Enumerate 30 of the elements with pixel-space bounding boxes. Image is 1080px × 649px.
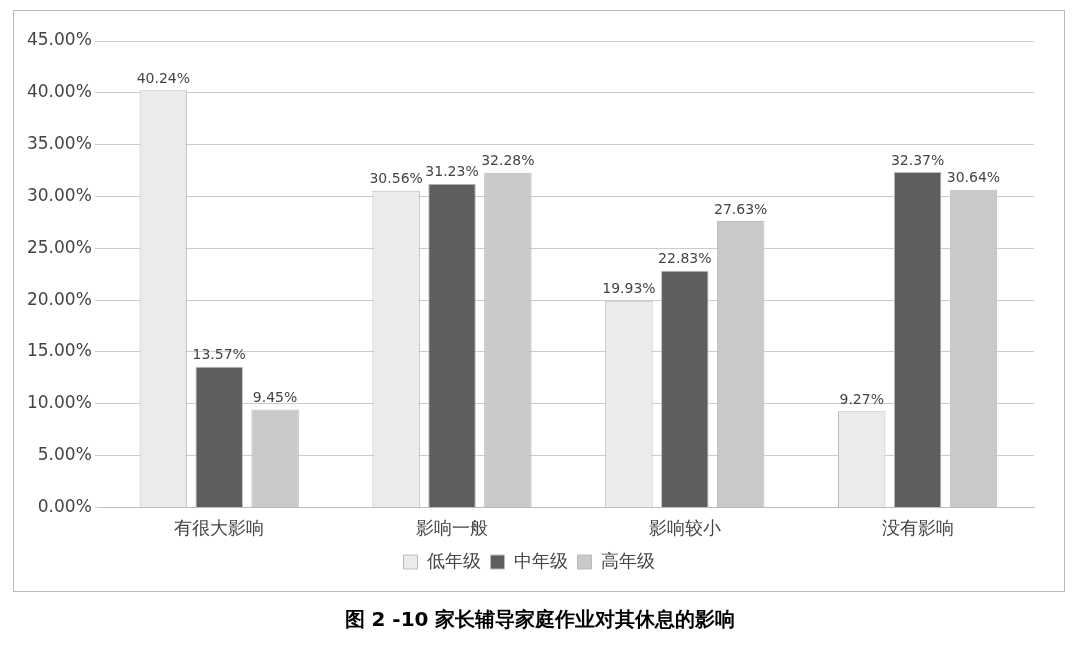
- legend-label: 中年级: [513, 549, 568, 571]
- y-tick-label: 40.00%: [26, 81, 92, 102]
- y-tick-label: 35.00%: [26, 133, 92, 154]
- data-label: 32.28%: [481, 152, 535, 169]
- y-tick-label: 0.00%: [37, 495, 92, 516]
- y-tick-label: 5.00%: [37, 444, 92, 464]
- data-label: 13.57%: [192, 346, 246, 363]
- data-label: 9.27%: [839, 390, 884, 407]
- y-tick-label: 20.00%: [26, 288, 92, 309]
- y-tick-label: 10.00%: [26, 392, 92, 413]
- data-label: 30.56%: [369, 170, 423, 187]
- legend-label: 低年级: [426, 549, 481, 571]
- data-label: 31.23%: [425, 163, 479, 180]
- y-tick-label: 30.00%: [26, 184, 92, 205]
- legend-label: 高年级: [600, 549, 655, 571]
- data-label: 30.64%: [946, 169, 1001, 186]
- x-tick-label: 有很大影响: [174, 516, 265, 538]
- data-label: 9.45%: [252, 389, 298, 406]
- text: 图 2 -10 家长辅导家庭作业对其休息的影响: [343, 606, 737, 633]
- data-label: 32.37%: [890, 151, 945, 168]
- y-tick-label: 25.00%: [26, 236, 92, 257]
- data-label: 22.83%: [658, 250, 712, 267]
- x-tick-label: 没有影响: [881, 516, 954, 538]
- data-label: 40.24%: [136, 69, 191, 86]
- y-tick-label: 15.00%: [26, 340, 92, 361]
- data-label: 27.63%: [713, 200, 768, 217]
- x-tick-label: 影响一般: [416, 516, 489, 538]
- data-label: 19.93%: [602, 280, 656, 297]
- x-tick-label: 影响较小: [648, 516, 721, 538]
- y-tick-label: 45.00%: [26, 29, 92, 50]
